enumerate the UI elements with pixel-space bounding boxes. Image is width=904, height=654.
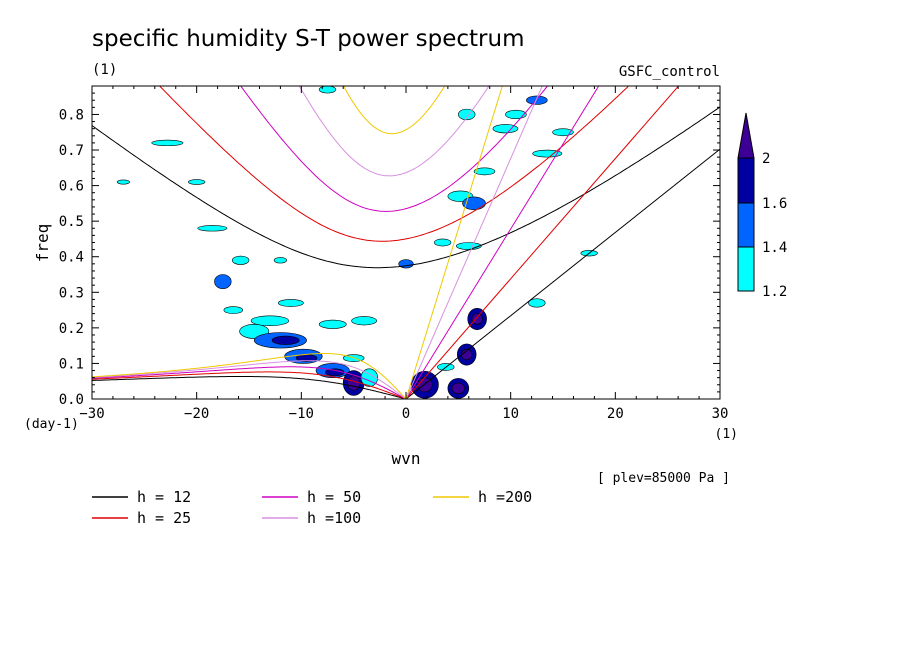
contour-blob <box>433 238 452 247</box>
contour-blob <box>473 167 496 176</box>
contour-blob <box>116 179 130 185</box>
y-tick-label: 0.4 <box>59 250 84 266</box>
x-axis: −30 −20 −10 0 10 20 30 <box>79 86 728 422</box>
contour-blob <box>214 274 232 290</box>
kelvin-wave-curve <box>405 86 600 399</box>
contour-blob <box>455 242 482 250</box>
rossby-wave-curve <box>92 360 407 399</box>
dispersion-curves-group <box>92 86 720 399</box>
contour-blob <box>318 86 337 94</box>
legend-label: h = 12 <box>137 488 191 506</box>
x-tick-label: 20 <box>607 406 624 422</box>
x-tick-label: −10 <box>289 406 314 422</box>
x-tick-label: −20 <box>184 406 209 422</box>
legend-label: h =100 <box>307 509 361 527</box>
kelvin-wave-curve <box>405 148 720 399</box>
inertia-gravity-curve <box>298 86 490 177</box>
kelvin-wave-curve <box>405 86 680 399</box>
y-tick-label: 0.5 <box>59 214 84 230</box>
colorbar-swatch <box>737 157 755 204</box>
contour-blob <box>462 196 486 211</box>
y-unit-label: (day-1) <box>24 417 79 432</box>
kelvin-wave-curve <box>405 86 543 399</box>
x-axis-label: wvn <box>392 449 421 468</box>
contour-blob <box>273 257 287 264</box>
y-tick-label: 0.2 <box>59 321 84 337</box>
plot-area: −30 −20 −10 0 10 20 30 0.00.10.20.30.40.50.60.… <box>59 85 728 422</box>
y-tick-label: 0.3 <box>59 285 84 301</box>
x-tick-label: 0 <box>402 406 410 422</box>
colorbar-extend-arrow <box>737 112 755 159</box>
contour-blob <box>532 149 563 158</box>
contour-blob <box>347 375 361 391</box>
inertia-gravity-curve <box>92 106 720 269</box>
x-tick-label: 30 <box>712 406 729 422</box>
colorbar-swatch <box>737 246 755 292</box>
rossby-wave-curve <box>92 376 407 399</box>
contour-blob <box>250 315 290 327</box>
contour-blob <box>492 124 519 134</box>
inertia-gravity-curve <box>240 86 549 212</box>
colorbar-label: 1.6 <box>762 196 787 212</box>
chart-subtitle-left: (1) <box>92 62 117 78</box>
chart-subtitle-right: GSFC_control <box>619 64 720 80</box>
legend-label: h = 50 <box>307 488 361 506</box>
colorbar-label: 1.2 <box>762 284 787 300</box>
y-tick-label: 0.1 <box>59 356 84 372</box>
level-annotation: [ plev=85000 Pa ] <box>597 471 730 486</box>
contour-blob <box>325 368 345 377</box>
x-tick-label: −30 <box>79 406 104 422</box>
y-tick-label: 0.8 <box>59 107 84 123</box>
x-tick-label: 10 <box>502 406 519 422</box>
contour-blob <box>552 128 574 137</box>
legend-label: h =200 <box>478 488 532 506</box>
kelvin-wave-curve <box>405 86 503 399</box>
contour-blob <box>451 382 465 394</box>
x-unit-label: (1) <box>715 427 738 442</box>
contour-blob <box>526 95 548 105</box>
rossby-wave-curve <box>92 371 407 399</box>
colorbar: 1.2 1.4 1.6 2 <box>737 112 787 300</box>
contour-blob <box>505 109 527 120</box>
colorbar-swatch <box>737 202 755 248</box>
contour-blob <box>318 319 347 329</box>
y-tick-label: 0.0 <box>59 392 84 408</box>
inertia-gravity-curve <box>343 86 446 135</box>
plot-background <box>92 86 720 399</box>
y-axis: 0.0 0.1 0.2 0.3 0.4 0.5 0.6 0.7 0.8 <box>59 92 720 408</box>
contour-blob <box>271 335 300 345</box>
contour-blob <box>151 139 184 147</box>
y-tick-label: 0.7 <box>59 143 84 159</box>
colorbar-label: 1.4 <box>762 240 787 256</box>
legend-label: h = 25 <box>137 509 191 527</box>
contour-blob <box>351 316 377 326</box>
rossby-wave-curve <box>92 366 407 399</box>
inertia-gravity-curve <box>158 86 630 242</box>
contour-blob <box>231 255 250 265</box>
y-tick-label: 0.6 <box>59 179 84 195</box>
contour-blob <box>223 306 244 314</box>
rossby-wave-curve <box>92 353 407 399</box>
legend: h = 12 h = 25 h = 50 h =100 h =200 <box>92 488 532 527</box>
chart-title: specific humidity S-T power spectrum <box>92 26 524 52</box>
contour-blob <box>187 179 206 185</box>
y-axis-label: freq <box>33 224 52 263</box>
contour-blob <box>471 313 483 325</box>
contour-blob <box>197 225 228 232</box>
colorbar-label: 2 <box>762 151 770 167</box>
contour-blob <box>278 299 304 307</box>
contour-blob <box>528 298 546 308</box>
